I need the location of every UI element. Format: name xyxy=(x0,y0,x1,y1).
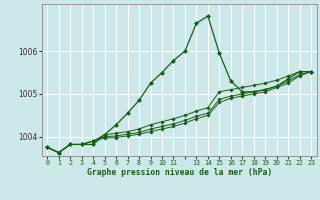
X-axis label: Graphe pression niveau de la mer (hPa): Graphe pression niveau de la mer (hPa) xyxy=(87,168,272,177)
